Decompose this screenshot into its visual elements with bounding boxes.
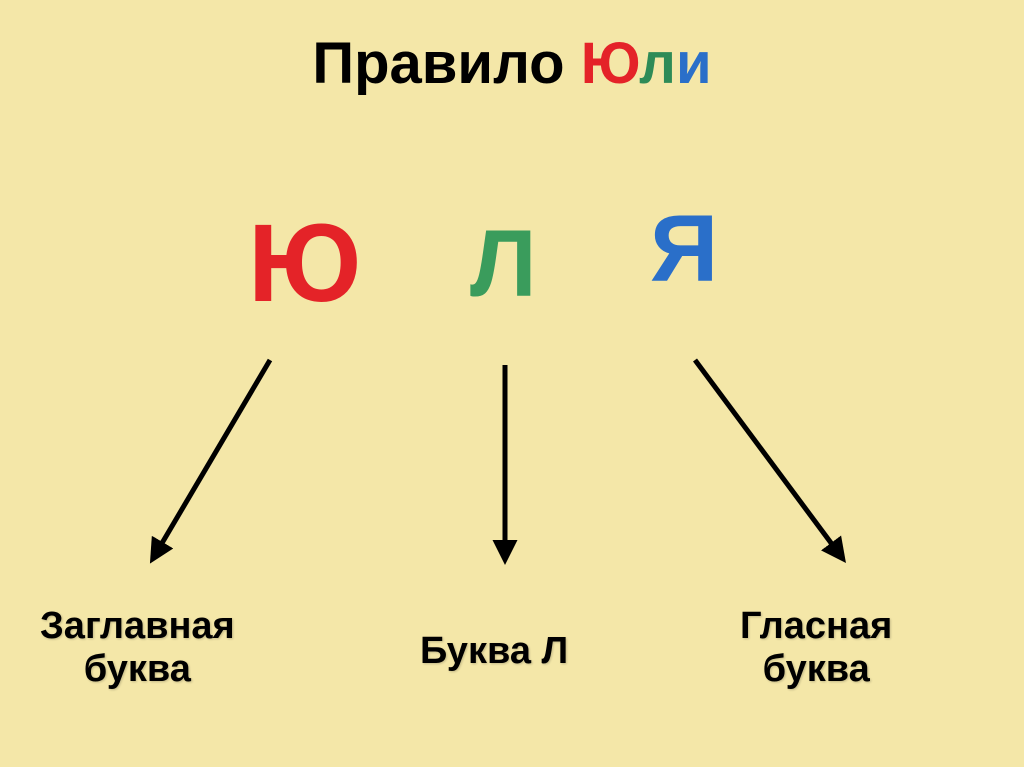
label-glasnaya: Гласная буква	[740, 605, 892, 691]
label-zaglavnaya: Заглавная буква	[40, 605, 235, 691]
label-glasnaya-line2: буква	[740, 648, 892, 691]
label-zaglavnaya-line2: буква	[40, 648, 235, 691]
label-bukva-l-line1: Буква Л	[420, 630, 568, 673]
arrow-right	[695, 360, 840, 555]
label-bukva-l: Буква Л	[420, 630, 568, 673]
label-zaglavnaya-line1: Заглавная	[40, 605, 235, 648]
arrow-left	[155, 360, 270, 555]
label-glasnaya-line1: Гласная	[740, 605, 892, 648]
